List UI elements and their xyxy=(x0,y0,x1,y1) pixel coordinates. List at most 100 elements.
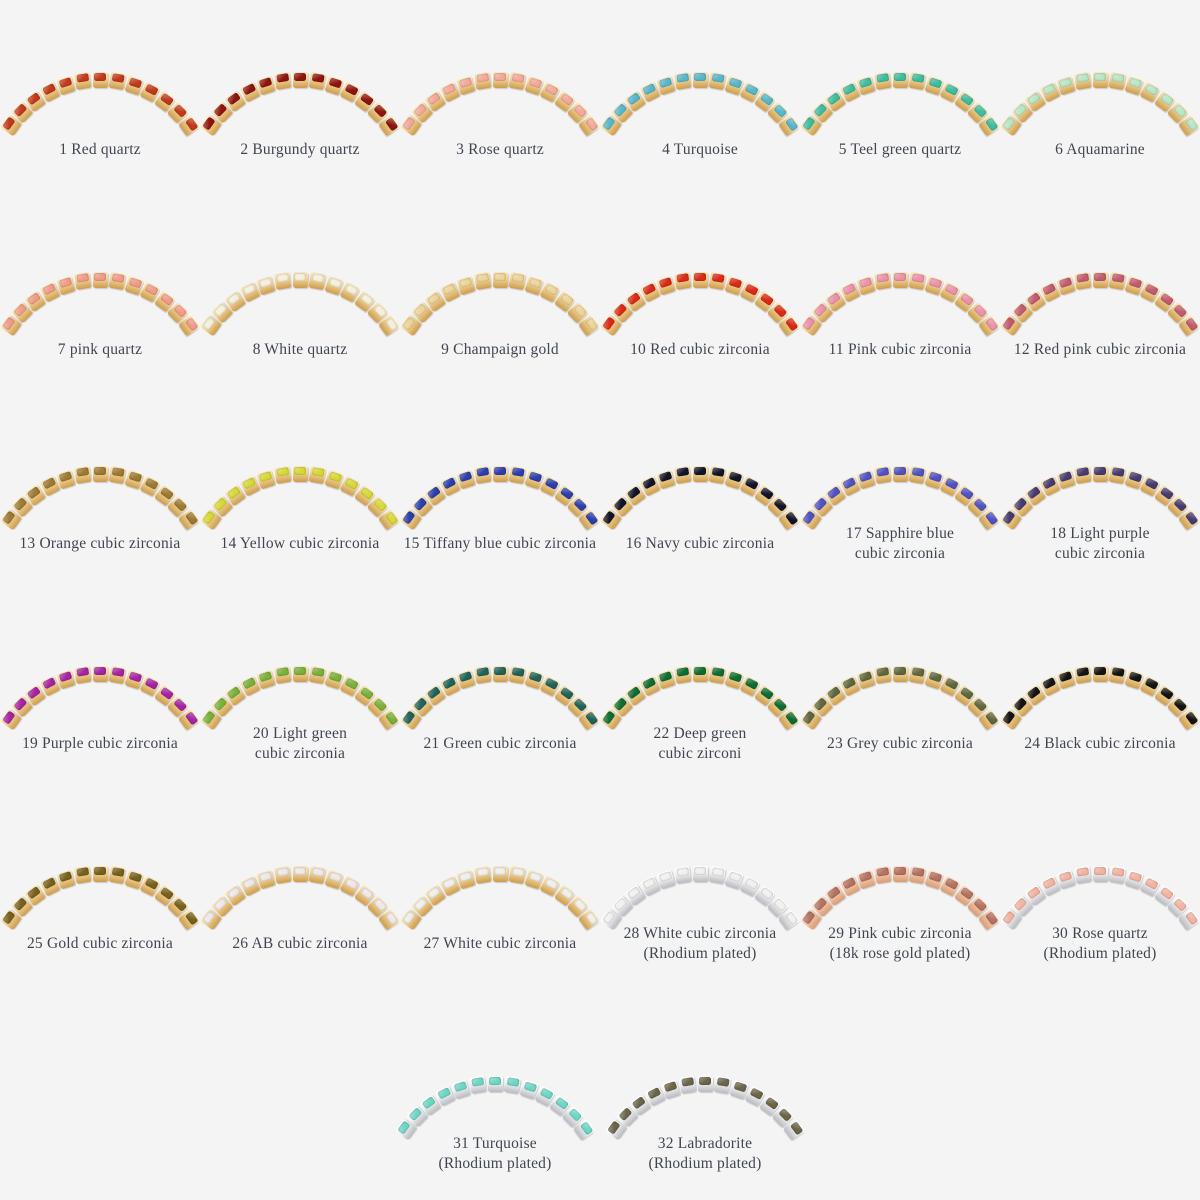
bracelet-stone xyxy=(26,485,41,500)
bracelet-stone xyxy=(511,73,525,84)
bracelet-stone xyxy=(159,91,174,106)
bracelet-stone xyxy=(826,685,841,700)
bracelet-stone xyxy=(894,667,906,675)
bracelet-stone xyxy=(584,710,599,725)
bracelet-stone xyxy=(544,283,559,296)
bracelet-stone xyxy=(401,910,416,925)
bracelet-row-5: 25 Gold cubic zirconia 26 AB cubic zircon… xyxy=(0,856,1200,964)
bracelet-link xyxy=(256,869,276,890)
bracelet-stone xyxy=(894,467,906,475)
bracelet-cell: 26 AB cubic zirconia xyxy=(200,856,400,964)
bracelet-stone xyxy=(972,497,987,512)
bracelet-stone xyxy=(675,667,689,678)
bracelet-stone xyxy=(601,910,616,925)
bracelet-stone xyxy=(494,273,506,281)
bracelet-stone xyxy=(772,897,787,912)
bracelet-stone xyxy=(184,510,199,525)
bracelet-link xyxy=(1056,869,1076,890)
bracelet-stone xyxy=(344,83,359,96)
bracelet-stone xyxy=(327,276,342,289)
bracelet-link xyxy=(674,666,692,685)
bracelet-link xyxy=(74,466,92,485)
bracelet-link xyxy=(508,272,526,291)
bracelet-stone xyxy=(213,697,228,712)
bracelet-stone xyxy=(26,291,41,306)
bracelet-stone xyxy=(344,283,359,296)
bracelet-stone xyxy=(613,103,628,118)
bracelet-stone xyxy=(475,667,489,678)
bracelet-cell: 17 Sapphire blue cubic zirconia xyxy=(800,456,1000,564)
bracelet-stone xyxy=(972,103,987,118)
bracelet-link xyxy=(656,275,676,296)
bracelet-stone xyxy=(1075,667,1089,678)
bracelet-link xyxy=(874,466,892,485)
bracelet-stone xyxy=(94,273,106,281)
bracelet-stone xyxy=(58,870,73,883)
bracelet-stone xyxy=(646,1087,661,1100)
bracelet-label: 8 White quartz xyxy=(252,340,348,358)
bracelet-stone xyxy=(1094,73,1106,81)
bracelet-link xyxy=(74,866,92,885)
bracelet-cell: 23 Grey cubic zirconia xyxy=(800,656,1000,764)
bracelet-stone xyxy=(784,116,799,131)
bracelet-stone xyxy=(41,83,56,96)
bracelet-stone xyxy=(506,1077,520,1088)
bracelet-link xyxy=(274,272,292,291)
bracelet-stone xyxy=(559,485,574,500)
bracelet-image xyxy=(1000,262,1200,337)
bracelet-stone xyxy=(1001,316,1016,331)
bracelet-link xyxy=(1074,72,1092,91)
bracelet-stone xyxy=(1094,273,1106,281)
bracelet-stone xyxy=(1184,510,1199,525)
bracelet-stone xyxy=(626,885,641,900)
bracelet-link xyxy=(1074,466,1092,485)
bracelet-stone xyxy=(470,1077,484,1088)
bracelet-label: 17 Sapphire blue cubic zirconia xyxy=(845,524,955,562)
bracelet-link xyxy=(661,1079,681,1100)
bracelet-stone xyxy=(144,477,159,490)
bracelet-stone xyxy=(613,897,628,912)
bracelet-stone xyxy=(1094,867,1106,875)
bracelet-stone xyxy=(544,83,559,96)
bracelet-link xyxy=(692,466,708,482)
bracelet-stone xyxy=(359,485,374,500)
bracelet-stone xyxy=(801,910,816,925)
bracelet-stone xyxy=(327,470,342,483)
bracelet-stone xyxy=(606,1120,621,1135)
bracelet-stone xyxy=(772,497,787,512)
bracelet-stone xyxy=(641,283,656,296)
bracelet-stone xyxy=(772,303,787,318)
bracelet-cell: 4 Turquoise xyxy=(600,62,800,170)
bracelet-label: 14 Yellow cubic zirconia xyxy=(220,534,380,552)
bracelet-stone xyxy=(1094,667,1106,675)
bracelet-stone xyxy=(584,116,599,131)
bracelet-stone xyxy=(759,291,774,306)
bracelet-stone xyxy=(539,1087,554,1100)
bracelet-link xyxy=(456,75,476,96)
bracelet-image xyxy=(1000,62,1200,137)
bracelet-stone xyxy=(294,467,306,475)
bracelet-stone xyxy=(658,470,673,483)
bracelet-label: 22 Deep green cubic zirconi xyxy=(653,724,747,762)
bracelet-link xyxy=(656,469,676,490)
bracelet-link xyxy=(474,272,492,291)
bracelet-stone xyxy=(663,1080,678,1093)
bracelet-stone xyxy=(294,273,306,281)
bracelet-label: 29 Pink cubic zirconia (18k rose gold pl… xyxy=(828,924,972,962)
bracelet-link xyxy=(1074,866,1092,885)
bracelet-stone xyxy=(94,867,106,875)
bracelet-stone xyxy=(826,485,841,500)
bracelet-stone xyxy=(1058,670,1073,683)
bracelet-stone xyxy=(749,1087,764,1100)
bracelet-stone xyxy=(764,1095,779,1110)
bracelet-stone xyxy=(527,670,542,683)
bracelet-stone xyxy=(675,73,689,84)
bracelet-link xyxy=(856,275,876,296)
bracelet-stone xyxy=(75,73,89,84)
bracelet-stone xyxy=(858,470,873,483)
bracelet-stone xyxy=(784,316,799,331)
bracelet-cell: 6 Aquamarine xyxy=(1000,62,1200,170)
bracelet-stone xyxy=(258,470,273,483)
bracelet-link xyxy=(292,272,308,288)
bracelet-stone xyxy=(436,1087,451,1100)
